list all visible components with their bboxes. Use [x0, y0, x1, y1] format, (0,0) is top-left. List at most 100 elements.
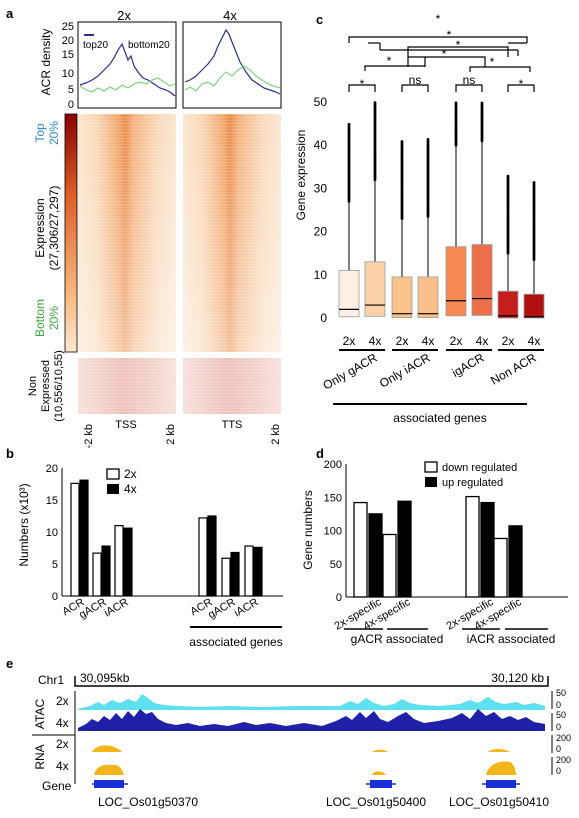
b-xlabel: iACR	[232, 596, 260, 619]
b-bar	[123, 527, 133, 597]
e-rna-label: RNA	[33, 744, 47, 769]
d-bar	[382, 533, 397, 598]
c-box	[471, 244, 493, 316]
c-sublabel: 2x	[450, 334, 463, 348]
c-group-label: Only gACR	[321, 350, 380, 392]
e-gene-3: LOC_Os01g50410	[449, 795, 549, 809]
rank-top-pct: 20%	[47, 121, 61, 145]
e-scale: 200	[556, 733, 571, 743]
legend-bottom20: bottom20	[128, 40, 170, 51]
b-ylabel: Numbers (x10³)	[17, 483, 31, 566]
col-label-2x: 2x	[117, 8, 131, 23]
c-outlier	[347, 122, 351, 126]
panel-label-c: c	[316, 12, 323, 27]
c-group-label: igACR	[449, 350, 486, 380]
b-tick: 5	[52, 559, 58, 571]
c-sig: *	[519, 77, 524, 91]
c-outlier	[532, 181, 536, 184]
density-y-ticks: 25 20 15 10 5 0	[62, 21, 74, 111]
d-bar	[465, 495, 480, 598]
b-x-labels: ACR gACR iACR ACR gACR iACR	[60, 596, 260, 621]
c-box	[417, 276, 439, 318]
c-sig: ns	[463, 73, 476, 87]
density-tick: 10	[62, 68, 74, 80]
b-tick: 10	[46, 527, 58, 539]
c-sublabel: 4x	[476, 334, 489, 348]
density-ylabel: ACR density	[39, 29, 53, 96]
d-legend-up: up regulated	[442, 477, 503, 489]
c-group-labels: Only gACR Only iACR igACR Non ACR	[321, 350, 539, 392]
e-scale: 50	[556, 688, 566, 698]
c-tick: 10	[314, 268, 328, 282]
b-tick: 15	[46, 495, 58, 507]
b-xlabel: iACR	[102, 596, 130, 619]
e-atac-label: ATAC	[33, 699, 47, 730]
panel-label-d: d	[316, 446, 324, 461]
c-outlier	[400, 140, 404, 143]
d-tick: 150	[324, 492, 342, 504]
c-boxes	[338, 101, 545, 319]
c-sig: *	[490, 55, 495, 69]
c-sig: ns	[409, 73, 422, 87]
d-tick: 0	[336, 592, 342, 604]
e-scale: 200	[556, 755, 571, 765]
d-bar	[493, 537, 508, 598]
c-assoc-label: associated genes	[393, 411, 486, 425]
c-tick: 50	[314, 95, 328, 109]
b-bar	[70, 482, 80, 597]
e-end: 30,120 kb	[491, 671, 544, 685]
density-tick: 20	[62, 35, 74, 47]
d-bar	[397, 500, 412, 598]
c-box	[391, 276, 413, 318]
c-y-ticks: 0 10 20 30 40 50	[314, 95, 328, 325]
c-ylabel: Gene expression	[294, 130, 308, 221]
d-ylabel: Gene numbers	[301, 490, 315, 569]
d-tick: 50	[330, 559, 342, 571]
e-rna-4x-track	[94, 761, 516, 775]
d-tick: 100	[324, 526, 342, 538]
e-atac-2x: 2x	[56, 694, 69, 708]
d-y-ticks: 0 50 100 150 200	[324, 459, 342, 604]
c-box	[338, 270, 360, 318]
c-tick: 30	[314, 181, 328, 195]
c-box	[523, 293, 545, 319]
xlabel-tss: TSS	[115, 419, 136, 431]
c-tick: 0	[320, 311, 327, 325]
b-bar	[92, 552, 102, 597]
e-atac-4x: 4x	[56, 716, 69, 730]
heatmap-4x	[183, 114, 281, 352]
b-bar	[253, 546, 263, 597]
nonexp-line1: Non	[27, 376, 39, 396]
panel-label-b: b	[6, 446, 14, 461]
c-sublabel: 4x	[369, 334, 382, 348]
rank-bottom: Bottom	[33, 299, 47, 337]
c-box	[445, 246, 467, 317]
density-plot-2x	[77, 21, 177, 109]
panel-d: d Gene numbers 0 50 100 150 200 down reg…	[301, 446, 568, 646]
xlabel-left: -2 kb	[83, 424, 95, 448]
density-tick: 25	[62, 21, 74, 33]
xlabel-right: 2 kb	[270, 424, 282, 445]
density-2x-top20	[79, 42, 176, 97]
e-scales: 50 0 50 0 200 0 200 0	[551, 688, 571, 776]
e-rna-4x: 4x	[56, 759, 69, 773]
e-scale: 50	[556, 710, 566, 720]
xlabel-tts: TTS	[222, 419, 243, 431]
c-outlier	[480, 101, 484, 105]
c-sublabel: 4x	[422, 334, 435, 348]
d-bars	[353, 495, 523, 598]
density-4x-bottom20	[184, 65, 281, 92]
rank-bottom-pct: 20%	[47, 306, 61, 330]
e-chr: Chr1	[38, 673, 64, 687]
c-tick: 40	[314, 138, 328, 152]
b-bar	[221, 557, 231, 597]
density-tick: 0	[68, 99, 74, 111]
density-tick: 15	[62, 49, 74, 61]
c-tick: 20	[314, 225, 328, 239]
col-label-4x: 4x	[223, 8, 237, 23]
c-significance	[348, 36, 535, 92]
b-bar	[79, 479, 89, 597]
e-gene-2: LOC_Os01g50400	[326, 795, 426, 809]
c-outlier	[454, 101, 458, 105]
b-tick: 0	[52, 591, 58, 603]
